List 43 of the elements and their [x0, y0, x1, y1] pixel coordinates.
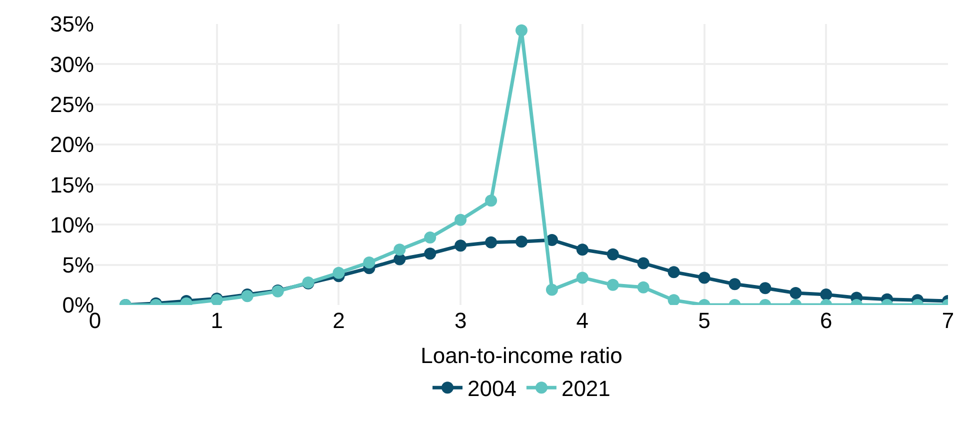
point [637, 281, 650, 294]
point [576, 272, 588, 284]
x-axis-title: Loan-to-income ratio [420, 342, 622, 368]
y-tick-label: 25% [50, 92, 94, 117]
y-tick-label: 10% [50, 212, 94, 238]
x-tick-label: 2 [332, 308, 345, 333]
x-tick-label: 7 [942, 308, 954, 333]
y-tick-label: 5% [62, 252, 94, 278]
point [637, 257, 650, 270]
point [668, 266, 680, 278]
point [424, 248, 436, 260]
x-tick-label: 6 [820, 308, 832, 333]
point [546, 284, 558, 296]
point [485, 194, 498, 207]
point [454, 240, 467, 252]
y-tick-label: 20% [50, 132, 94, 158]
point [698, 272, 710, 284]
legend-label: 2004 [468, 376, 516, 402]
point [485, 236, 498, 248]
point [546, 234, 558, 246]
point [606, 248, 619, 260]
x-tick-label: 1 [210, 308, 223, 333]
x-tick-label: 3 [454, 308, 467, 333]
y-tick-label: 15% [50, 172, 94, 198]
point [363, 256, 376, 268]
point [516, 24, 528, 36]
point [820, 288, 832, 301]
x-tick-label: 4 [576, 308, 589, 333]
legend-label: 2021 [561, 376, 610, 402]
point [606, 278, 619, 291]
point [332, 266, 345, 279]
point [576, 244, 588, 256]
point [516, 236, 528, 248]
point [454, 214, 467, 226]
point [668, 294, 680, 305]
point [728, 278, 741, 290]
x-tick-label: 5 [698, 308, 710, 333]
point [394, 244, 406, 256]
y-tick-label: 30% [50, 52, 94, 77]
y-tick-label: 35% [50, 12, 94, 37]
point [759, 282, 772, 294]
point [790, 286, 802, 299]
point [424, 232, 436, 244]
